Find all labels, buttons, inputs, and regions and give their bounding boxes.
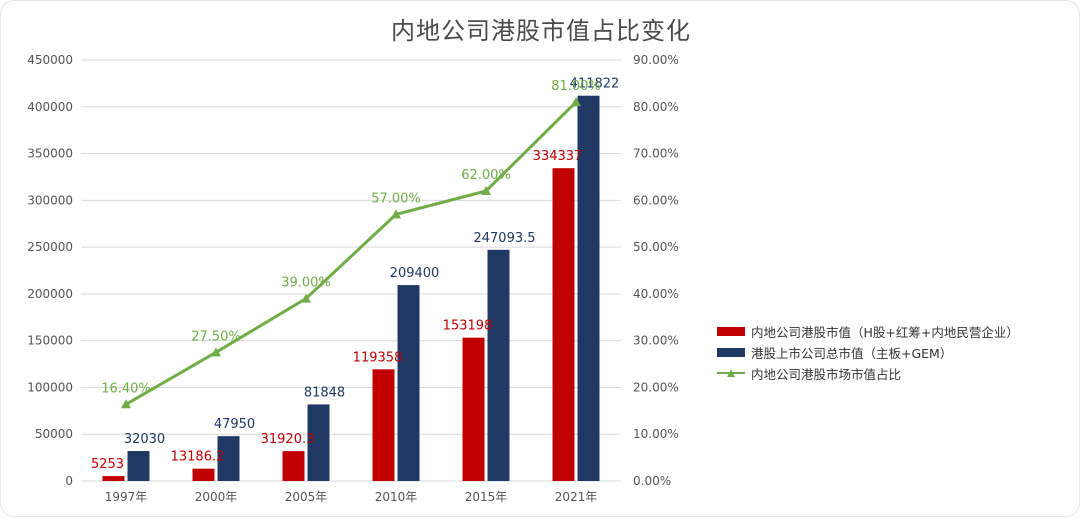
data-label-mainland-cap: 153198 xyxy=(443,319,493,334)
ratio-marker xyxy=(481,185,491,195)
right-tick-label: 0.00% xyxy=(633,474,671,488)
right-tick-label: 10.00% xyxy=(633,427,679,441)
data-label-mainland-cap: 119358 xyxy=(353,350,403,365)
right-tick-label: 70.00% xyxy=(633,147,679,161)
ratio-marker xyxy=(301,293,311,303)
data-label-total-cap: 209400 xyxy=(390,266,440,281)
x-tick-label: 2005年 xyxy=(285,490,328,504)
x-tick-label: 2015年 xyxy=(465,490,508,504)
bar-mainland-cap xyxy=(462,337,485,481)
ratio-data-label: 16.40% xyxy=(101,381,151,396)
bar-data-labels: 5253 13186.2 31920.3 119358 153198 334337 3203… xyxy=(91,77,619,472)
left-tick-label: 400000 xyxy=(27,100,73,114)
gridlines xyxy=(81,59,621,482)
x-tick-label: 1997年 xyxy=(105,490,148,504)
legend-label: 内地公司港股市值（H股+红筹+内地民营企业） xyxy=(751,325,1019,340)
data-label-total-cap: 47950 xyxy=(214,417,255,432)
right-tick-label: 20.00% xyxy=(633,380,679,394)
bar-mainland-cap xyxy=(372,369,395,481)
right-axis-ticks: 0.00% 10.00% 20.00% 30.00% 40.00% 50.00% 60.00… xyxy=(633,53,679,488)
data-label-mainland-cap: 31920.3 xyxy=(261,432,315,447)
right-tick-label: 50.00% xyxy=(633,240,679,254)
data-label-mainland-cap: 334337 xyxy=(533,149,583,164)
ratio-data-label: 27.50% xyxy=(191,329,241,344)
legend-item-mainland-cap: 内地公司港股市值（H股+红筹+内地民营企业） xyxy=(717,321,1019,342)
x-tick-label: 2021年 xyxy=(555,490,598,504)
bar-mainland-cap xyxy=(282,451,305,481)
legend-item-ratio: 内地公司港股市场市值占比 xyxy=(717,363,1019,384)
bar-total-cap xyxy=(127,451,150,481)
ratio-marker xyxy=(121,399,131,409)
right-tick-label: 80.00% xyxy=(633,100,679,114)
left-tick-label: 50000 xyxy=(35,427,73,441)
left-tick-label: 100000 xyxy=(27,380,73,394)
left-axis-ticks: 0 50000 100000 150000 200000 250000 300000 3500… xyxy=(27,53,73,488)
data-label-mainland-cap: 5253 xyxy=(91,457,124,472)
ratio-marker xyxy=(571,97,581,107)
data-label-mainland-cap: 13186.2 xyxy=(171,450,225,465)
ratio-data-label: 39.00% xyxy=(281,276,331,291)
ratio-marker xyxy=(391,209,401,219)
bar-total-cap xyxy=(217,436,240,481)
data-label-total-cap: 247093.5 xyxy=(473,231,535,246)
bar-total-cap xyxy=(487,249,510,481)
left-tick-label: 300000 xyxy=(27,193,73,207)
bar-mainland-cap xyxy=(102,476,125,481)
legend-item-total-cap: 港股上市公司总市值（主板+GEM） xyxy=(717,342,1019,363)
bar-total-cap xyxy=(397,285,420,481)
ratio-data-label: 57.00% xyxy=(371,191,421,206)
chart-title: 内地公司港股市值占比变化 xyxy=(391,17,691,45)
legend-swatch-navy xyxy=(717,348,745,357)
data-label-total-cap: 32030 xyxy=(124,432,165,447)
bar-total-cap xyxy=(307,404,330,481)
bar-mainland-cap xyxy=(192,468,215,481)
legend: 内地公司港股市值（H股+红筹+内地民营企业） 港股上市公司总市值（主板+GEM）… xyxy=(717,321,1019,384)
left-tick-label: 350000 xyxy=(27,147,73,161)
legend-swatch-line xyxy=(717,369,745,378)
data-label-total-cap: 411822 xyxy=(570,77,620,92)
right-tick-label: 30.00% xyxy=(633,334,679,348)
bar-series xyxy=(102,95,600,481)
ratio-marker xyxy=(211,347,221,357)
legend-label: 港股上市公司总市值（主板+GEM） xyxy=(751,346,953,361)
right-tick-label: 40.00% xyxy=(633,287,679,301)
legend-label: 内地公司港股市场市值占比 xyxy=(751,367,902,382)
left-tick-label: 150000 xyxy=(27,334,73,348)
x-tick-label: 2010年 xyxy=(375,490,418,504)
right-tick-label: 90.00% xyxy=(633,53,679,67)
line-series: 16.40% 27.50% 39.00% 57.00% 62.00% 81.00% xyxy=(101,79,601,409)
x-tick-label: 2000年 xyxy=(195,490,238,504)
left-tick-label: 250000 xyxy=(27,240,73,254)
left-tick-label: 200000 xyxy=(27,287,73,301)
x-axis-ticks: 1997年 2000年 2005年 2010年 2015年 2021年 xyxy=(105,490,598,504)
legend-swatch-red xyxy=(717,327,745,336)
ratio-line xyxy=(125,101,578,406)
left-tick-label: 0 xyxy=(65,474,73,488)
left-tick-label: 450000 xyxy=(27,53,73,67)
data-label-total-cap: 81848 xyxy=(304,385,345,400)
bar-mainland-cap xyxy=(552,168,575,481)
right-tick-label: 60.00% xyxy=(633,193,679,207)
ratio-data-label: 62.00% xyxy=(461,168,511,183)
bar-total-cap xyxy=(577,95,600,481)
ratio-data-label: 81.00% xyxy=(551,79,601,94)
